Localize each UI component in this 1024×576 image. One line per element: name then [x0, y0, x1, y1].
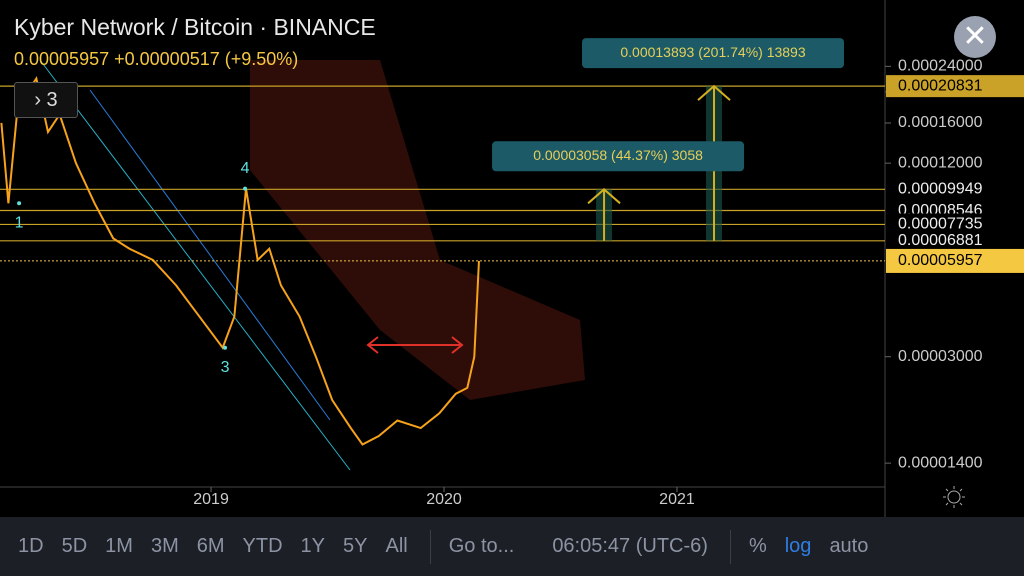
goto[interactable]: Go to... — [448, 535, 515, 557]
price-label: 0.00009949 — [898, 181, 983, 198]
separator — [429, 529, 431, 564]
interval[interactable]: YTD — [242, 535, 283, 557]
price-label: 0.00006881 — [898, 232, 983, 249]
trend-line — [89, 89, 331, 421]
indicator-toggle[interactable]: › 3 — [14, 82, 78, 118]
measure-box — [582, 38, 845, 69]
ichimoku-cloud — [250, 60, 585, 400]
price-label: 0.00020831 — [898, 77, 983, 94]
log-toggle[interactable]: log — [784, 535, 812, 557]
wave-point — [17, 201, 22, 206]
wave-point — [223, 345, 228, 350]
price-label-bg — [886, 178, 1024, 201]
price-line-series — [0, 75, 480, 446]
measure-arrowhead — [697, 84, 731, 101]
last-price-bg — [886, 248, 1024, 273]
measure-box — [492, 141, 745, 172]
quote: 0.00005957 +0.00000517 (+9.50%) — [14, 49, 376, 70]
interval[interactable]: 5Y — [343, 535, 368, 557]
interval[interactable]: All — [385, 535, 408, 557]
interval[interactable]: 1D — [18, 535, 44, 557]
price: 0.00005957 — [14, 49, 110, 69]
price-label-bg — [886, 75, 1024, 98]
wave-label: 1 — [15, 215, 24, 232]
percent-toggle[interactable]: % — [748, 535, 767, 557]
settings-icon[interactable] — [943, 486, 965, 508]
interval[interactable]: 3M — [150, 535, 179, 557]
measure-label: 0.00003058 (44.37%) 3058 — [533, 147, 703, 163]
interval[interactable]: 5D — [61, 535, 88, 557]
y-tick-label: 0.00024000 — [898, 58, 983, 75]
range-arrow — [366, 336, 379, 354]
symbol-title: Kyber Network / Bitcoin · BINANCE — [14, 14, 376, 40]
auto-toggle[interactable]: auto — [829, 535, 869, 557]
y-tick-label: 0.00012000 — [898, 154, 983, 171]
chart: 0.00001400 0.00003000 0.00012000 0.00016000… — [0, 0, 1024, 517]
interval[interactable]: 6M — [196, 535, 225, 557]
toolbar: 1D 5D 1M 3M 6M YTD 1Y 5Y All Go to... 06… — [0, 517, 1024, 576]
x-tick-label: 2021 — [659, 491, 695, 508]
measure-arrowhead — [587, 187, 621, 205]
interval[interactable]: 1Y — [300, 535, 326, 557]
y-tick-label: 0.00003000 — [898, 348, 983, 365]
wave-label: 4 — [241, 160, 250, 177]
close-button[interactable]: ✕ — [954, 16, 996, 58]
header: Kyber Network / Bitcoin · BINANCE 0.0000… — [14, 14, 376, 70]
change: +0.00000517 (+9.50%) — [114, 49, 299, 69]
wave-label: 3 — [221, 359, 230, 376]
price-label-bg — [886, 229, 1024, 252]
clock: 06:05:47 (UTC-6) — [552, 535, 708, 557]
price-label: 0.00007735 — [898, 216, 983, 233]
last-price-label: 0.00005957 — [898, 252, 983, 269]
indicator-count: 3 — [46, 89, 58, 111]
x-tick-label: 2020 — [426, 491, 462, 508]
range-arrow — [451, 336, 464, 354]
wave-point — [243, 186, 248, 191]
measure-label: 0.00013893 (201.74%) 13893 — [620, 44, 805, 60]
trend-line — [39, 59, 351, 471]
y-tick-label: 0.00016000 — [898, 114, 983, 131]
y-tick-label: 0.00001400 — [898, 454, 983, 471]
separator — [729, 529, 731, 564]
interval[interactable]: 1M — [105, 535, 133, 557]
x-tick-label: 2019 — [193, 491, 229, 508]
